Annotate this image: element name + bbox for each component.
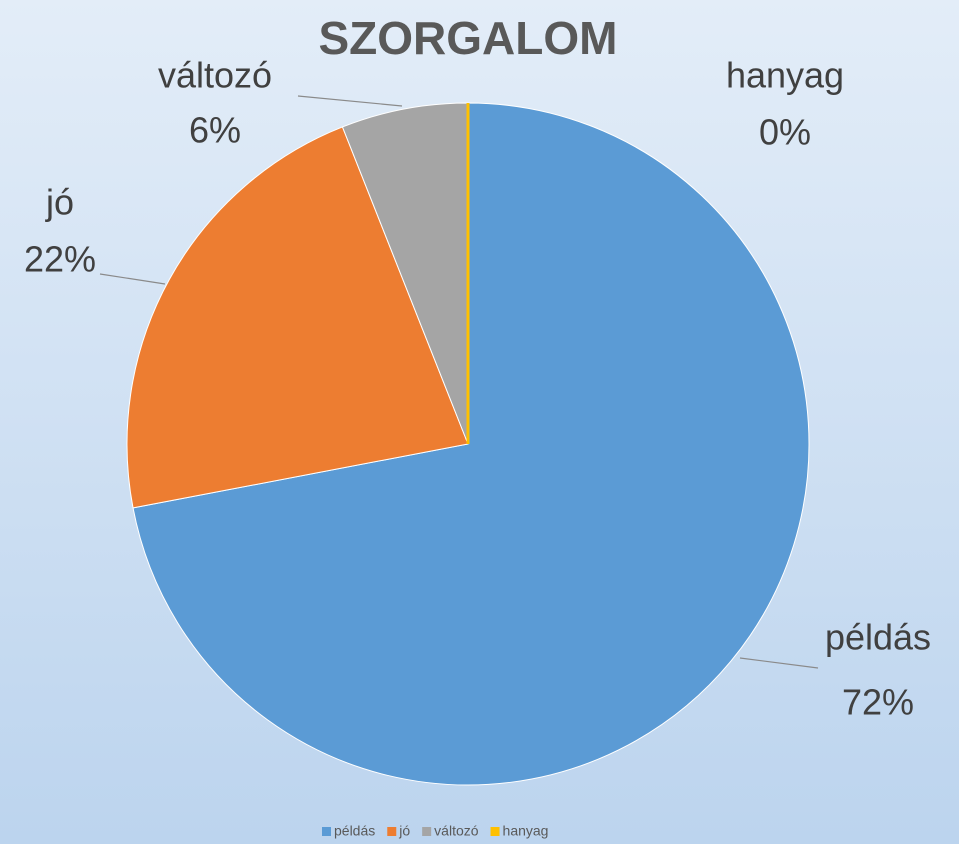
slice-label-name: hanyag: [726, 55, 844, 96]
slice-label-name: példás: [825, 617, 931, 658]
legend-swatch: [387, 827, 397, 836]
legend-swatch: [422, 827, 432, 836]
slice-label-name: jó: [45, 182, 74, 223]
chart-title: SZORGALOM: [319, 12, 618, 64]
leader-lines: [99, 95, 819, 669]
legend-label: változó: [434, 823, 479, 839]
legend-label: példás: [334, 823, 375, 839]
legend-swatch: [322, 827, 331, 836]
pie-slice: [341, 102, 469, 445]
legend-label: jó: [398, 823, 410, 839]
slice-label-value: 72%: [842, 682, 914, 723]
slice-label-value: 6%: [189, 110, 241, 151]
pie-slice: [126, 126, 469, 509]
legend-label: hanyag: [503, 823, 549, 839]
slice-label-name: változó: [158, 55, 272, 96]
pie-slice: [132, 102, 810, 786]
legend-swatch: [490, 827, 500, 836]
slice-label-value: 0%: [759, 112, 811, 153]
slice-label-value: 22%: [24, 239, 96, 280]
